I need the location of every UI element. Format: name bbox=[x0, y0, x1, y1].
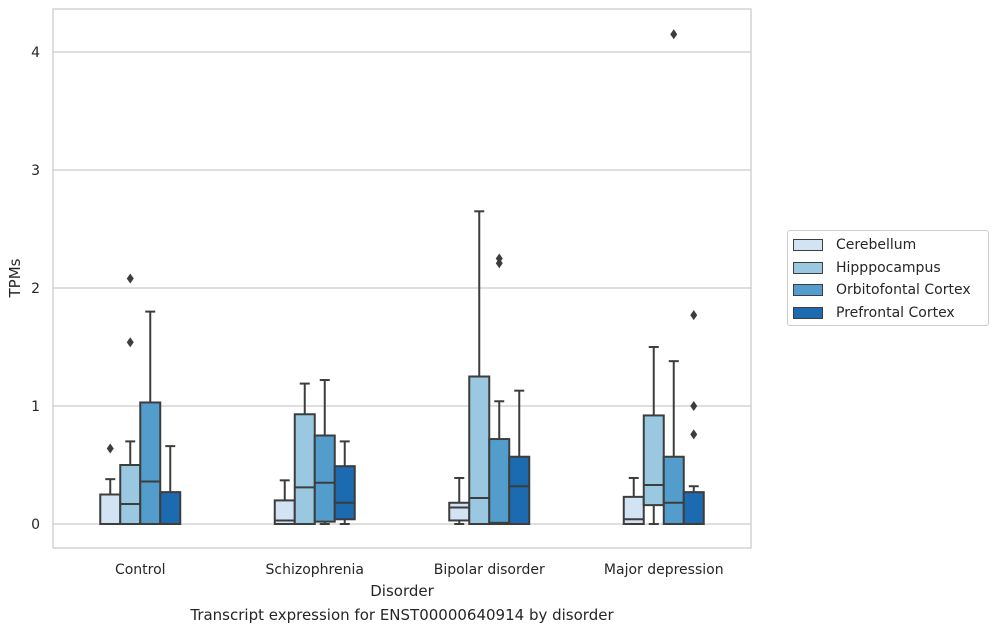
box-body bbox=[508, 455, 531, 525]
box-body bbox=[139, 401, 162, 525]
legend-item-prefrontal-cortex: Prefrontal Cortex bbox=[793, 303, 955, 323]
legend-item-orbitofrontal-cortex: Orbitofontal Cortex bbox=[793, 280, 971, 300]
box-3-0 bbox=[159, 445, 182, 526]
outlier-point bbox=[126, 337, 134, 348]
box-body bbox=[313, 434, 336, 523]
box-1-2 bbox=[468, 210, 491, 525]
outlier-point bbox=[670, 29, 678, 40]
legend: Cerebellum Hipppocampus Orbitofontal Cor… bbox=[787, 230, 989, 326]
box-1-0 bbox=[119, 273, 142, 525]
legend-item-cerebellum: Cerebellum bbox=[793, 235, 916, 255]
box-body bbox=[468, 375, 491, 525]
box-1-1 bbox=[293, 382, 316, 526]
outlier-point bbox=[495, 253, 503, 264]
chart-caption: Transcript expression for ENST0000064091… bbox=[190, 606, 614, 624]
legend-label-hippocampus: Hipppocampus bbox=[836, 260, 941, 276]
legend-label-cerebellum: Cerebellum bbox=[836, 237, 917, 253]
box-body bbox=[119, 464, 142, 525]
box-0-3 bbox=[622, 476, 645, 525]
box-3-2 bbox=[508, 389, 531, 525]
box-0-1 bbox=[273, 479, 296, 525]
x-tick-label-3: Major depression bbox=[604, 562, 724, 578]
legend-label-prefrontal-cortex: Prefrontal Cortex bbox=[836, 305, 955, 321]
y-tick-label-1: 1 bbox=[31, 399, 40, 415]
outlier-point bbox=[690, 310, 698, 321]
y-axis-label: TPMs bbox=[6, 258, 24, 298]
legend-swatch-cerebellum bbox=[793, 239, 823, 251]
box-body bbox=[159, 491, 182, 526]
box-3-3 bbox=[682, 310, 705, 526]
box-2-3 bbox=[662, 29, 685, 525]
box-1-3 bbox=[642, 346, 665, 525]
box-0-2 bbox=[448, 476, 471, 525]
x-axis-label: Disorder bbox=[370, 582, 434, 600]
outlier-point bbox=[106, 443, 114, 454]
box-2-0 bbox=[139, 310, 162, 525]
legend-swatch-hippocampus bbox=[793, 262, 823, 274]
legend-swatch-orbitofrontal-cortex bbox=[793, 284, 823, 296]
outlier-point bbox=[126, 273, 134, 284]
tick-labels: 0 1 2 3 4 Control Schizophrenia Bipolar disorde… bbox=[31, 45, 724, 578]
x-tick-label-1: Schizophrenia bbox=[266, 562, 364, 578]
box-body bbox=[99, 493, 122, 525]
box-0-0 bbox=[99, 443, 122, 525]
box-2-2 bbox=[488, 253, 511, 526]
x-tick-label-0: Control bbox=[115, 562, 166, 578]
y-tick-label-4: 4 bbox=[31, 45, 40, 61]
box-layer bbox=[99, 29, 705, 526]
box-3-1 bbox=[333, 440, 356, 525]
x-tick-label-2: Bipolar disorder bbox=[434, 562, 545, 578]
plot-frame bbox=[52, 8, 752, 549]
box-body bbox=[488, 438, 511, 526]
legend-swatch-prefrontal-cortex bbox=[793, 307, 823, 319]
y-tick-label-0: 0 bbox=[31, 517, 40, 533]
outlier-point bbox=[690, 429, 698, 440]
legend-label-orbitofrontal-cortex: Orbitofontal Cortex bbox=[836, 282, 971, 298]
box-2-1 bbox=[313, 379, 336, 525]
box-body bbox=[448, 501, 471, 522]
box-body bbox=[662, 455, 685, 525]
box-body bbox=[622, 495, 645, 525]
box-body bbox=[682, 491, 705, 526]
box-body bbox=[642, 414, 665, 507]
legend-item-hippocampus: Hipppocampus bbox=[793, 258, 941, 278]
y-tick-label-2: 2 bbox=[31, 281, 40, 297]
box-body bbox=[333, 465, 356, 521]
outlier-point bbox=[690, 401, 698, 411]
y-tick-label-3: 3 bbox=[31, 163, 40, 179]
box-body bbox=[293, 413, 316, 526]
